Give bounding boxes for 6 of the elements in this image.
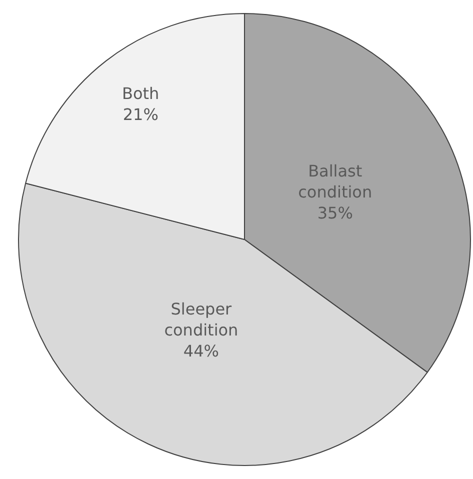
data-label: 35%	[317, 203, 353, 222]
data-label: 21%	[122, 105, 158, 124]
slice-label: Sleeper condition	[164, 300, 238, 340]
data-label: 44%	[183, 342, 219, 361]
slice-label: Ballast condition	[298, 161, 372, 202]
slice-label: Both	[122, 84, 160, 104]
